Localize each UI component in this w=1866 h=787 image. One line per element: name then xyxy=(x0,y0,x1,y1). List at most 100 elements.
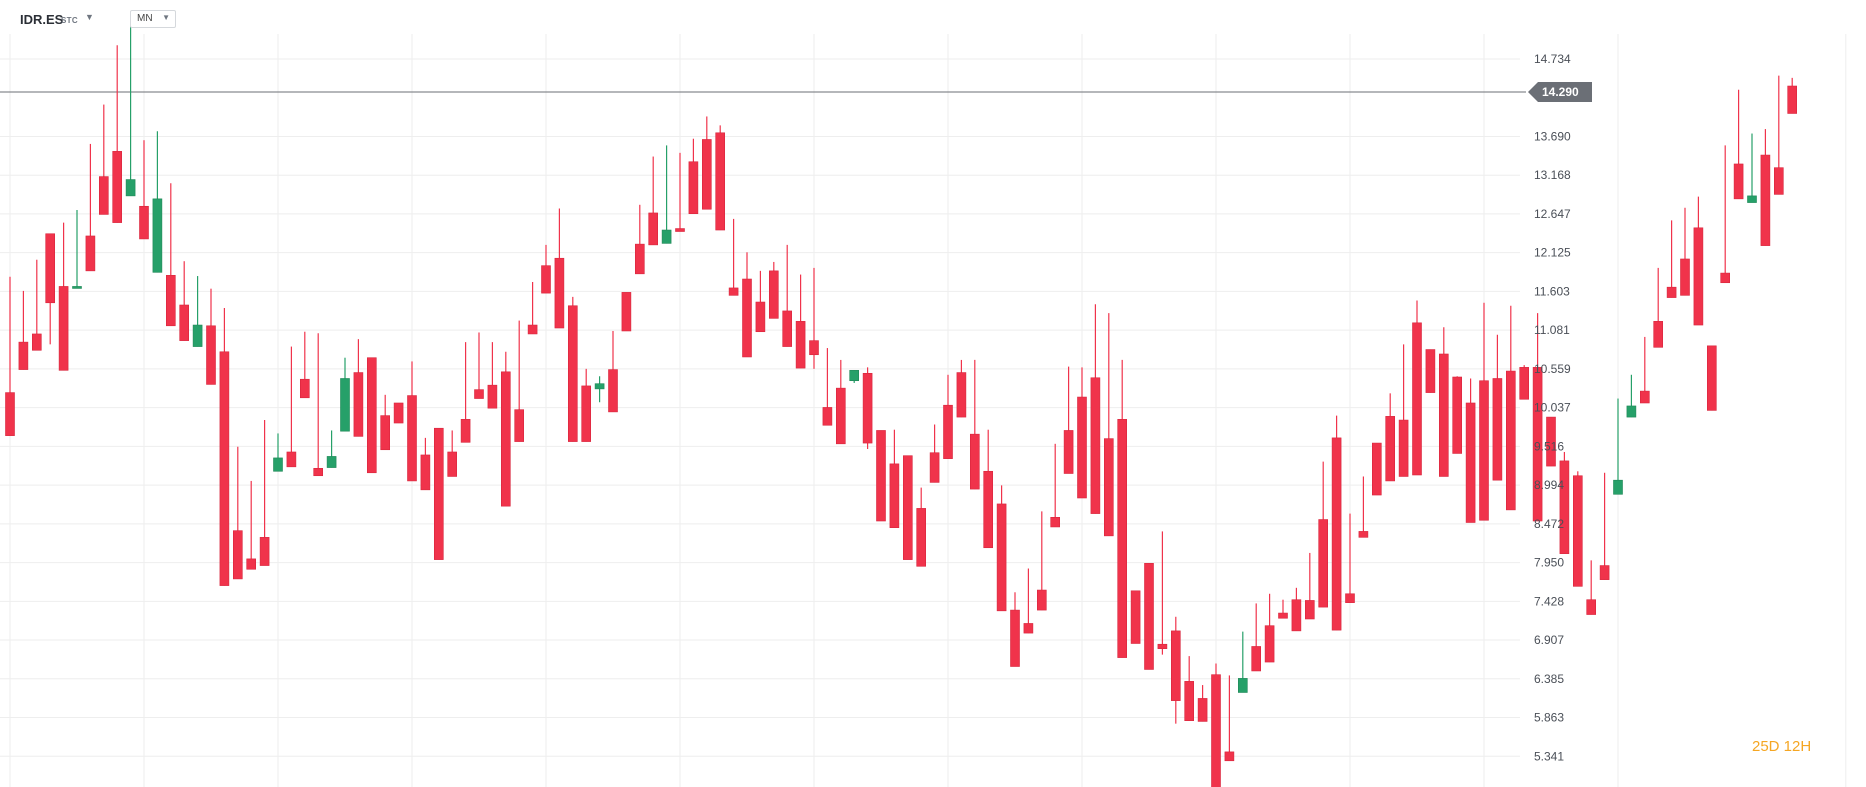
candle-body xyxy=(1184,681,1194,721)
candle-body xyxy=(380,415,391,451)
candle xyxy=(782,244,793,347)
price-axis[interactable]: 14.734 13.690 13.168 12.647 12.125 11.603 11.0… xyxy=(1534,52,1571,787)
interval-dropdown-icon: ▼ xyxy=(162,13,170,22)
candle xyxy=(969,359,980,490)
candle-body xyxy=(1358,531,1369,538)
symbol-dropdown-icon[interactable]: ▼ xyxy=(85,12,94,22)
candle-body xyxy=(889,463,900,528)
candle-body xyxy=(1666,286,1677,298)
candle-body xyxy=(1425,349,1436,393)
candle xyxy=(567,296,578,442)
candle-body xyxy=(916,508,927,567)
candle xyxy=(956,359,967,418)
candle xyxy=(1291,587,1302,632)
candle xyxy=(1398,344,1409,477)
candle-body xyxy=(608,369,618,413)
candle-body xyxy=(1693,227,1704,326)
candle xyxy=(1130,590,1141,644)
candle xyxy=(648,156,659,246)
candle xyxy=(889,429,900,528)
y-tick-label: 8.994 xyxy=(1534,478,1564,492)
candle-body xyxy=(1465,402,1476,523)
candle-body xyxy=(18,341,29,370)
candle xyxy=(433,427,444,560)
candle xyxy=(72,209,82,289)
candle-body xyxy=(112,151,122,223)
candle xyxy=(1653,267,1663,348)
candle-body xyxy=(1640,390,1650,404)
candle-body xyxy=(192,324,203,347)
candle-body xyxy=(1251,646,1261,672)
candle-body xyxy=(152,198,163,273)
candle-body xyxy=(366,357,377,474)
y-tick-label: 12.647 xyxy=(1534,207,1571,221)
candle xyxy=(500,351,511,507)
symbol-name[interactable]: IDR.ES xyxy=(20,12,64,27)
candle-body xyxy=(1626,405,1637,418)
candle xyxy=(166,183,176,327)
candle-body xyxy=(139,205,149,240)
candle xyxy=(474,332,484,399)
candle-body xyxy=(621,292,632,332)
candle xyxy=(1506,305,1516,511)
candle-body xyxy=(822,407,833,426)
candle xyxy=(1720,145,1730,284)
candle-body xyxy=(755,301,766,333)
candle xyxy=(99,104,109,215)
candle-body xyxy=(166,275,176,327)
candle xyxy=(728,218,739,296)
y-tick-label: 8.472 xyxy=(1534,517,1564,531)
candle-countdown: 25D 12H xyxy=(1752,738,1812,755)
candle xyxy=(447,430,458,477)
candle-body xyxy=(1211,674,1221,787)
candle xyxy=(1573,471,1583,587)
candle xyxy=(1358,476,1369,538)
candle-body xyxy=(1599,565,1610,580)
candle xyxy=(1372,442,1382,496)
candle-body xyxy=(1331,437,1342,631)
candle-body xyxy=(393,402,404,424)
candle xyxy=(460,342,471,443)
candle-body xyxy=(1130,590,1141,644)
grid xyxy=(0,34,1847,787)
candle xyxy=(1251,603,1261,672)
candle xyxy=(1640,336,1650,404)
candle xyxy=(1224,675,1235,762)
candle-body xyxy=(1774,167,1784,195)
candle-body xyxy=(259,537,270,566)
candle-body xyxy=(179,304,189,341)
candle xyxy=(179,261,189,341)
candle xyxy=(1492,334,1503,481)
candle-body xyxy=(326,456,337,468)
candle-body xyxy=(58,286,69,371)
candle xyxy=(1184,656,1194,721)
candle xyxy=(273,433,283,472)
candle-body xyxy=(1559,460,1570,554)
candle-body xyxy=(688,161,699,214)
y-tick-label: 5.863 xyxy=(1534,711,1564,725)
candle-body xyxy=(1372,442,1382,496)
candle xyxy=(233,446,243,580)
candle-body xyxy=(353,372,364,437)
candle xyxy=(1425,349,1436,393)
candle-body xyxy=(1720,272,1730,284)
y-tick-label: 11.603 xyxy=(1534,284,1570,298)
chart-toolbar: IDR.ES STC ▼ MN ▼ xyxy=(0,0,1866,34)
candle-body xyxy=(514,409,525,442)
candle-body xyxy=(1264,625,1275,663)
candle-body xyxy=(1010,609,1020,667)
candle xyxy=(1412,300,1422,476)
candle xyxy=(916,487,927,567)
y-tick-label: 6.907 xyxy=(1534,633,1564,647)
candle xyxy=(514,320,525,442)
interval-label: MN xyxy=(137,13,153,24)
interval-select[interactable]: MN ▼ xyxy=(130,10,176,28)
candle xyxy=(688,138,699,214)
candle-body xyxy=(983,470,994,549)
candle-body xyxy=(1117,419,1127,658)
candle xyxy=(929,424,940,483)
candle-body xyxy=(1090,377,1101,514)
candle xyxy=(31,259,42,351)
candle-body xyxy=(1532,367,1543,522)
